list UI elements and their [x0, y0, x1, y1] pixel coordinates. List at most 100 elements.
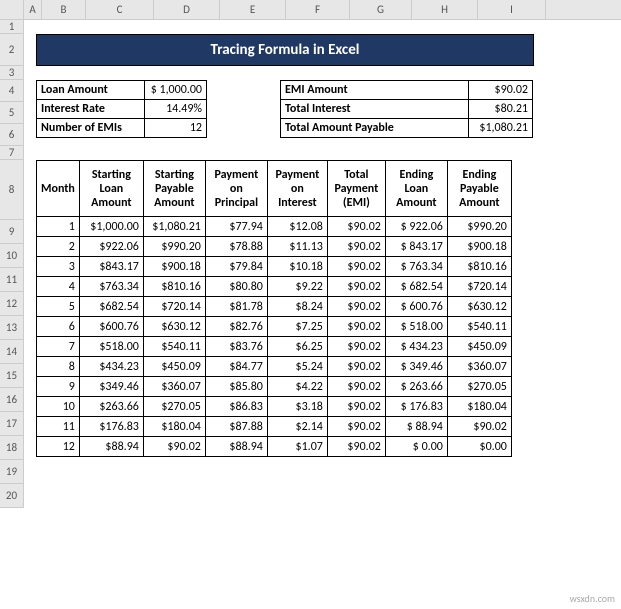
table-cell[interactable]: $810.16	[143, 277, 205, 297]
table-cell[interactable]: $80.80	[205, 277, 267, 297]
table-cell[interactable]: $90.02	[327, 417, 385, 437]
table-cell[interactable]: $11.13	[267, 237, 327, 257]
table-cell[interactable]: $90.02	[327, 237, 385, 257]
row-header-17[interactable]: 17	[0, 412, 23, 436]
table-cell[interactable]: $990.20	[447, 217, 511, 237]
row-header-1[interactable]: 1	[0, 20, 23, 34]
table-cell[interactable]: $9.22	[267, 277, 327, 297]
table-cell[interactable]: $922.06	[79, 237, 143, 257]
col-header-C[interactable]: C	[86, 0, 154, 19]
row-header-13[interactable]: 13	[0, 316, 23, 340]
table-cell[interactable]: $87.88	[205, 417, 267, 437]
table-cell[interactable]: $1,000.00	[79, 217, 143, 237]
table-cell[interactable]: $ 682.54	[385, 277, 447, 297]
col-header-E[interactable]: E	[220, 0, 286, 19]
table-cell[interactable]: $79.84	[205, 257, 267, 277]
loan-value[interactable]: 12	[145, 119, 207, 138]
emi-value[interactable]: $1,080.21	[469, 119, 533, 138]
table-cell[interactable]: $450.09	[447, 337, 511, 357]
table-cell[interactable]: $82.76	[205, 317, 267, 337]
col-header-F[interactable]: F	[286, 0, 350, 19]
table-cell[interactable]: $90.02	[327, 277, 385, 297]
row-header-11[interactable]: 11	[0, 268, 23, 292]
row-header-10[interactable]: 10	[0, 244, 23, 268]
table-cell[interactable]: $263.66	[79, 397, 143, 417]
col-header-H[interactable]: H	[412, 0, 478, 19]
row-header-15[interactable]: 15	[0, 364, 23, 388]
table-cell[interactable]: 8	[37, 357, 80, 377]
loan-value[interactable]: $ 1,000.00	[145, 81, 207, 100]
table-cell[interactable]: 9	[37, 377, 80, 397]
table-cell[interactable]: $4.22	[267, 377, 327, 397]
loan-value[interactable]: 14.49%	[145, 100, 207, 119]
table-cell[interactable]: $78.88	[205, 237, 267, 257]
table-cell[interactable]: $ 176.83	[385, 397, 447, 417]
table-cell[interactable]: $0.00	[447, 437, 511, 457]
row-header-7[interactable]: 7	[0, 146, 23, 160]
table-cell[interactable]: $83.76	[205, 337, 267, 357]
table-cell[interactable]: $ 763.34	[385, 257, 447, 277]
row-header-5[interactable]: 5	[0, 102, 23, 124]
table-cell[interactable]: $85.80	[205, 377, 267, 397]
table-cell[interactable]: $90.02	[327, 377, 385, 397]
table-cell[interactable]: $810.16	[447, 257, 511, 277]
table-cell[interactable]: $ 263.66	[385, 377, 447, 397]
table-cell[interactable]: $682.54	[79, 297, 143, 317]
col-header-B[interactable]: B	[42, 0, 86, 19]
table-cell[interactable]: $763.34	[79, 277, 143, 297]
table-cell[interactable]: $ 600.76	[385, 297, 447, 317]
table-cell[interactable]: $360.07	[447, 357, 511, 377]
emi-value[interactable]: $90.02	[469, 81, 533, 100]
table-cell[interactable]: $81.78	[205, 297, 267, 317]
table-cell[interactable]: $180.04	[143, 417, 205, 437]
table-cell[interactable]: $90.02	[327, 297, 385, 317]
row-header-16[interactable]: 16	[0, 388, 23, 412]
table-cell[interactable]: $540.11	[143, 337, 205, 357]
row-header-19[interactable]: 19	[0, 460, 23, 484]
table-cell[interactable]: $450.09	[143, 357, 205, 377]
row-header-12[interactable]: 12	[0, 292, 23, 316]
table-cell[interactable]: $84.77	[205, 357, 267, 377]
table-cell[interactable]: $90.02	[327, 357, 385, 377]
table-cell[interactable]: $900.18	[447, 237, 511, 257]
row-header-4[interactable]: 4	[0, 80, 23, 102]
table-cell[interactable]: $90.02	[327, 337, 385, 357]
table-cell[interactable]: 6	[37, 317, 80, 337]
table-cell[interactable]: 7	[37, 337, 80, 357]
table-cell[interactable]: $88.94	[205, 437, 267, 457]
table-cell[interactable]: $518.00	[79, 337, 143, 357]
row-header-9[interactable]: 9	[0, 220, 23, 244]
table-cell[interactable]: $90.02	[327, 397, 385, 417]
row-header-14[interactable]: 14	[0, 340, 23, 364]
table-cell[interactable]: $10.18	[267, 257, 327, 277]
table-cell[interactable]: $720.14	[447, 277, 511, 297]
table-cell[interactable]: $ 88.94	[385, 417, 447, 437]
table-cell[interactable]: $7.25	[267, 317, 327, 337]
table-cell[interactable]: 12	[37, 437, 80, 457]
col-header-G[interactable]: G	[350, 0, 412, 19]
table-cell[interactable]: $720.14	[143, 297, 205, 317]
table-cell[interactable]: $ 922.06	[385, 217, 447, 237]
table-cell[interactable]: $ 518.00	[385, 317, 447, 337]
table-cell[interactable]: 1	[37, 217, 80, 237]
table-cell[interactable]: $90.02	[447, 417, 511, 437]
table-cell[interactable]: $12.08	[267, 217, 327, 237]
table-cell[interactable]: $90.02	[143, 437, 205, 457]
table-cell[interactable]: $900.18	[143, 257, 205, 277]
table-cell[interactable]: $360.07	[143, 377, 205, 397]
table-cell[interactable]: $90.02	[327, 317, 385, 337]
table-cell[interactable]: $3.18	[267, 397, 327, 417]
row-header-18[interactable]: 18	[0, 436, 23, 460]
table-cell[interactable]: $176.83	[79, 417, 143, 437]
row-header-8[interactable]: 8	[0, 160, 23, 220]
table-cell[interactable]: $90.02	[327, 437, 385, 457]
table-cell[interactable]: $180.04	[447, 397, 511, 417]
table-cell[interactable]: $8.24	[267, 297, 327, 317]
table-cell[interactable]: $2.14	[267, 417, 327, 437]
table-cell[interactable]: $86.83	[205, 397, 267, 417]
table-cell[interactable]: $90.02	[327, 257, 385, 277]
table-cell[interactable]: 3	[37, 257, 80, 277]
row-header-3[interactable]: 3	[0, 66, 23, 80]
table-cell[interactable]: 11	[37, 417, 80, 437]
table-cell[interactable]: 5	[37, 297, 80, 317]
